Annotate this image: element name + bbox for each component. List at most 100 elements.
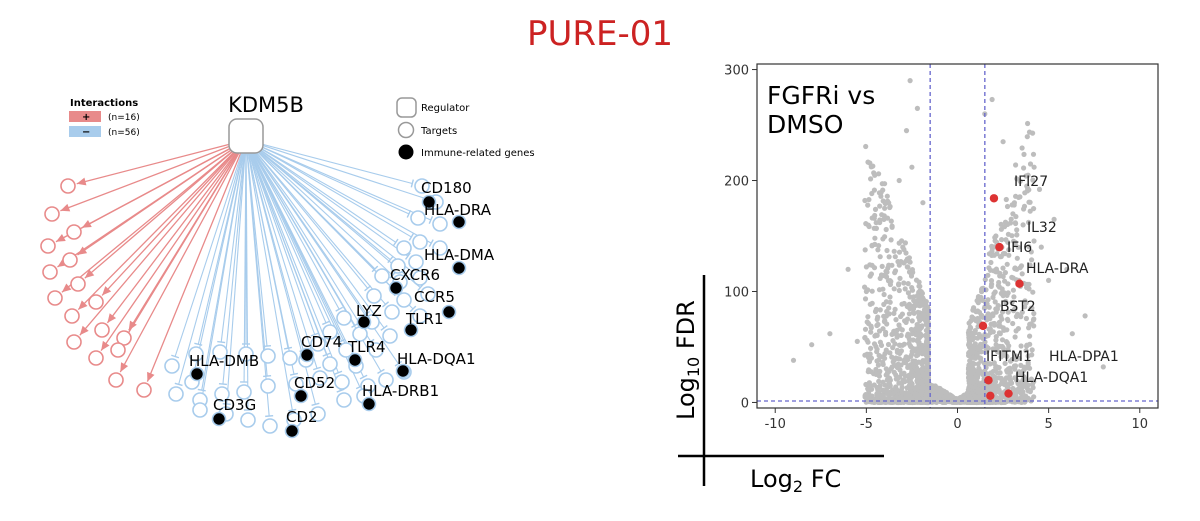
outlier-point (1082, 313, 1088, 319)
data-point (1031, 394, 1037, 400)
data-point (1029, 305, 1035, 311)
data-point (1001, 290, 1007, 296)
legend-positive-count: (n=16) (108, 113, 140, 123)
data-point (896, 249, 903, 255)
regulator-node (228, 118, 264, 154)
repression-bar (394, 360, 403, 367)
data-point (1000, 265, 1006, 271)
highlighted-point (978, 321, 988, 331)
data-point (906, 311, 913, 317)
data-point (884, 321, 890, 327)
data-point (1003, 196, 1009, 203)
data-point (876, 287, 883, 293)
data-point (877, 368, 883, 374)
data-point (869, 399, 875, 405)
target-node (47, 290, 63, 306)
highlighted-gene-label: IFI6 (1007, 240, 1032, 256)
data-point (863, 381, 869, 388)
activation-edge (119, 139, 247, 373)
data-point (996, 344, 1003, 350)
data-point (976, 331, 982, 337)
repression-edge (245, 139, 394, 276)
data-point (875, 362, 882, 368)
outlier-point (1020, 222, 1026, 228)
repression-bar (194, 342, 203, 346)
gene-labels: CD180 HLA-DRA HLA-DMA CXCR6 CCR5 LYZ TLR1 TLR4 C… (189, 179, 495, 426)
data-point (985, 297, 991, 303)
data-point (925, 360, 931, 366)
data-point (1009, 274, 1015, 280)
data-point (875, 314, 881, 320)
highlighted-gene-label: HLA-DPA1 (1049, 349, 1119, 365)
data-point (945, 395, 951, 401)
outlier-point (872, 308, 879, 315)
data-point (868, 164, 874, 170)
data-point (994, 370, 1001, 376)
activation-edge (57, 139, 247, 268)
data-point (892, 306, 898, 312)
chart-title-line1: FGFRi vs (767, 81, 875, 110)
data-point (876, 328, 883, 334)
data-point (890, 390, 897, 396)
data-point (901, 341, 907, 347)
data-point (867, 301, 873, 307)
target-node (396, 240, 412, 256)
repression-edge (245, 139, 397, 243)
data-point (888, 366, 894, 372)
data-point (970, 332, 976, 338)
data-point (916, 283, 922, 289)
x-tick-label: 5 (1044, 417, 1052, 432)
repression-edge (245, 139, 295, 375)
repression-bar (428, 216, 434, 224)
data-point (1017, 178, 1023, 184)
legend-immune-icon (398, 144, 414, 160)
data-point (1011, 294, 1017, 300)
data-point (908, 353, 914, 359)
target-node (310, 336, 326, 352)
data-point (1026, 219, 1032, 225)
x-tick-label: -5 (860, 417, 873, 432)
highlighted-point (1015, 279, 1024, 288)
gene-label: LYZ (356, 302, 382, 320)
data-point (1004, 203, 1011, 210)
x-axis-label: Log2 FC (750, 465, 841, 496)
y-tick-label: 0 (741, 396, 749, 411)
activation-arrowhead (78, 300, 88, 310)
data-point (1025, 172, 1031, 178)
data-point (1018, 399, 1024, 405)
legend-negative-swatch (69, 126, 101, 137)
data-point (887, 281, 894, 288)
activation-arrowhead (107, 313, 117, 323)
gene-label: CCR5 (414, 288, 455, 306)
threshold-lines (757, 64, 1158, 408)
repression-bar (174, 382, 183, 387)
data-point (923, 341, 929, 347)
outlier-point (1100, 364, 1106, 370)
data-point (1023, 348, 1029, 354)
target-node (214, 386, 230, 402)
data-point (979, 286, 985, 292)
data-point (871, 187, 878, 193)
target-node (310, 406, 326, 422)
data-point (887, 350, 893, 356)
data-point (990, 313, 996, 319)
outlier-point (1046, 277, 1052, 283)
repression-bar (404, 252, 411, 260)
target-node (40, 238, 56, 254)
data-point (875, 321, 881, 328)
data-point (923, 391, 930, 398)
data-point (868, 176, 874, 182)
data-point (1012, 375, 1018, 381)
immune-gene-node (293, 388, 309, 404)
data-point (985, 372, 991, 378)
data-point (1012, 265, 1018, 271)
data-point (881, 301, 887, 307)
gene-label: HLA-DMA (424, 246, 495, 264)
data-point (979, 384, 985, 390)
data-point (917, 288, 923, 294)
data-point (1022, 304, 1028, 310)
immune-gene-node (361, 396, 377, 412)
data-point (872, 235, 878, 241)
repression-edge (245, 139, 327, 324)
legend-positive-swatch (69, 111, 101, 122)
